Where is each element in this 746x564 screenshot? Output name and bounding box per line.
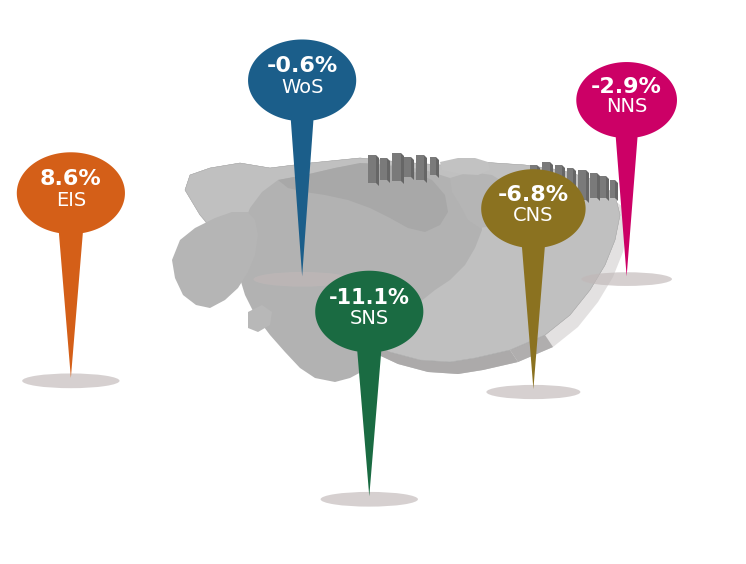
Polygon shape — [450, 172, 515, 228]
Polygon shape — [185, 158, 620, 362]
Polygon shape — [238, 163, 482, 382]
Polygon shape — [481, 169, 586, 389]
Text: EIS: EIS — [56, 191, 86, 210]
Text: WoS: WoS — [281, 78, 323, 97]
Polygon shape — [510, 335, 553, 362]
Polygon shape — [430, 157, 436, 175]
Polygon shape — [278, 163, 448, 232]
Text: SNS: SNS — [350, 310, 389, 328]
Text: NNS: NNS — [606, 98, 648, 116]
Polygon shape — [376, 155, 379, 186]
Polygon shape — [411, 157, 414, 180]
Polygon shape — [542, 162, 550, 197]
Polygon shape — [555, 165, 562, 193]
Ellipse shape — [581, 272, 672, 286]
Text: -0.6%: -0.6% — [266, 56, 338, 77]
Polygon shape — [316, 271, 423, 496]
Polygon shape — [245, 262, 518, 374]
Polygon shape — [610, 180, 615, 198]
Polygon shape — [590, 173, 597, 198]
Polygon shape — [185, 158, 620, 362]
Polygon shape — [577, 62, 677, 276]
Ellipse shape — [254, 272, 351, 287]
Polygon shape — [248, 305, 272, 332]
Polygon shape — [368, 155, 376, 183]
Text: CNS: CNS — [513, 206, 554, 225]
Polygon shape — [530, 165, 537, 195]
Polygon shape — [436, 157, 439, 178]
Polygon shape — [606, 176, 609, 201]
Polygon shape — [578, 170, 586, 200]
Polygon shape — [424, 155, 427, 183]
Polygon shape — [562, 165, 565, 196]
Polygon shape — [172, 212, 258, 308]
Polygon shape — [387, 158, 390, 183]
Polygon shape — [597, 173, 600, 201]
Text: -11.1%: -11.1% — [329, 288, 410, 308]
Polygon shape — [17, 152, 125, 378]
Polygon shape — [537, 165, 540, 198]
Text: -2.9%: -2.9% — [591, 77, 662, 97]
Polygon shape — [600, 176, 606, 198]
Polygon shape — [380, 158, 387, 180]
Ellipse shape — [22, 373, 119, 388]
Polygon shape — [567, 168, 573, 193]
Polygon shape — [248, 39, 356, 276]
Ellipse shape — [321, 492, 418, 506]
Polygon shape — [586, 170, 589, 203]
Polygon shape — [193, 170, 628, 374]
Polygon shape — [401, 153, 404, 184]
Polygon shape — [573, 168, 576, 196]
Polygon shape — [615, 180, 618, 201]
Polygon shape — [550, 162, 553, 200]
Polygon shape — [404, 157, 411, 177]
Text: 8.6%: 8.6% — [40, 169, 101, 190]
Polygon shape — [392, 153, 401, 181]
Polygon shape — [416, 155, 424, 180]
Ellipse shape — [486, 385, 580, 399]
Polygon shape — [440, 158, 490, 175]
Text: -6.8%: -6.8% — [498, 185, 569, 205]
